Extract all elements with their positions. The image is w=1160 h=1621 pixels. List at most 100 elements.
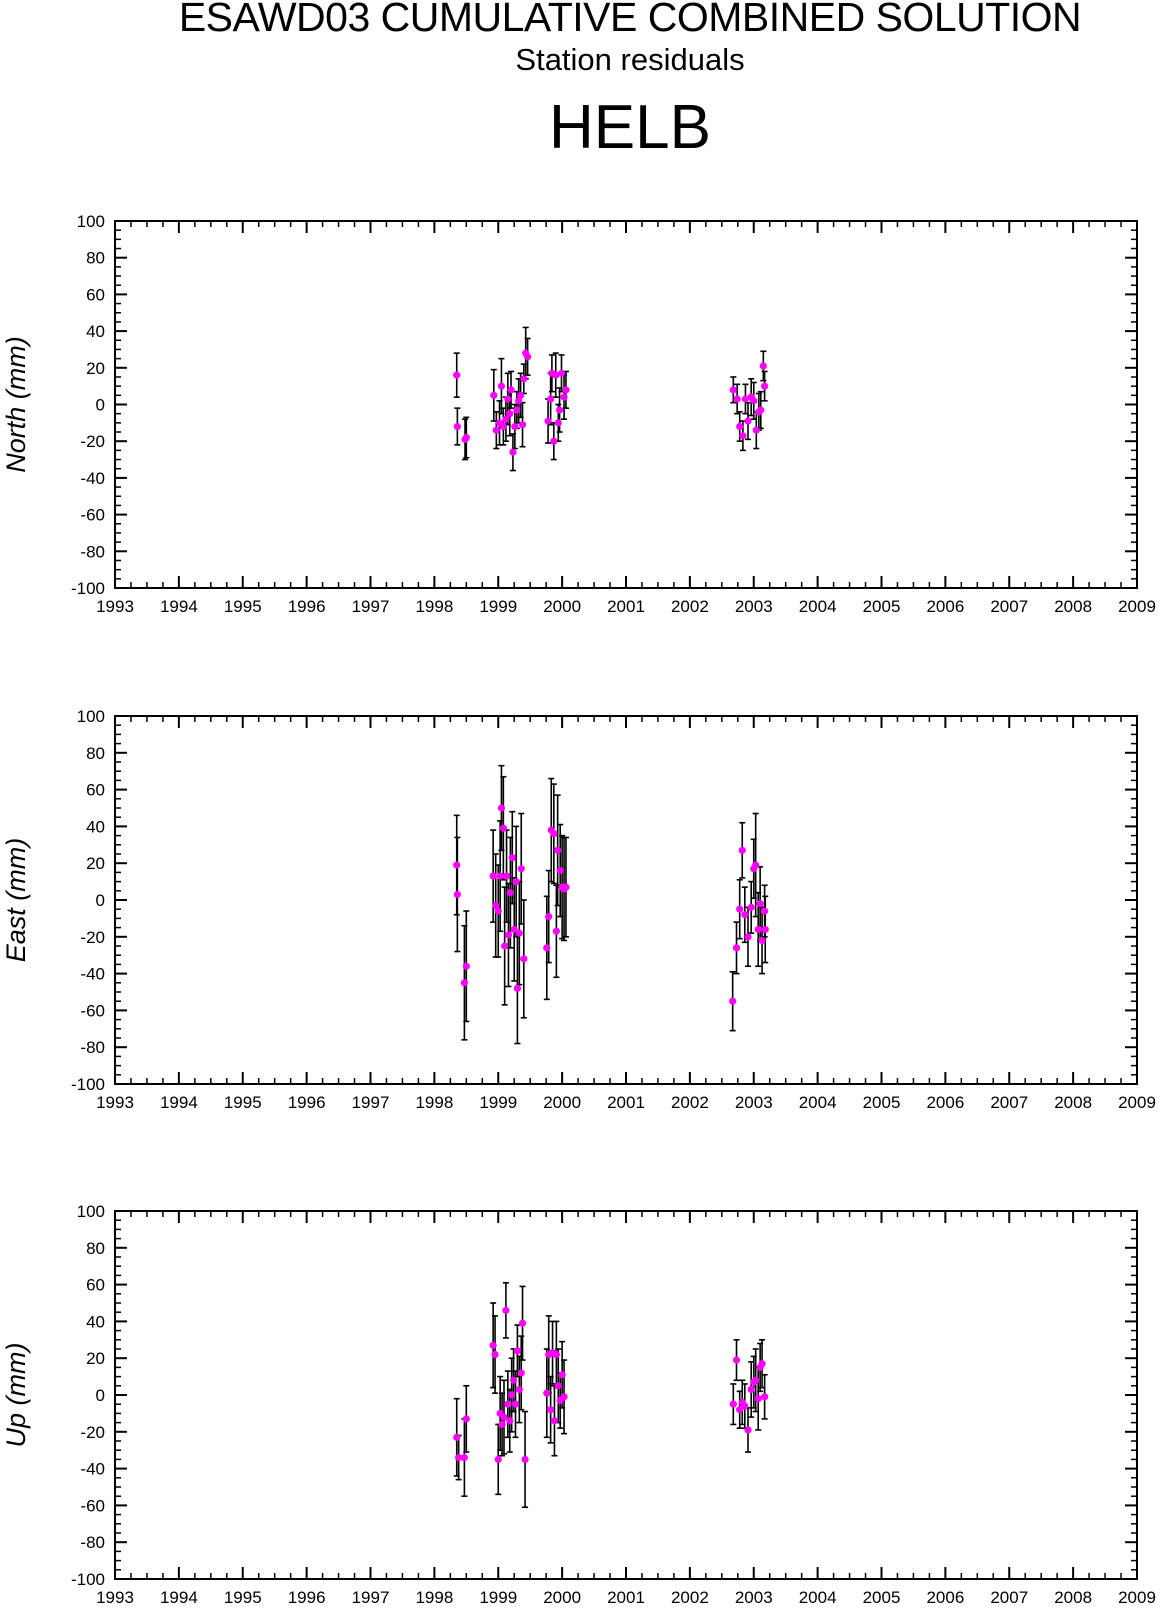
x-tick-label: 1997 <box>352 597 390 616</box>
data-point <box>759 362 767 370</box>
data-point <box>510 925 518 934</box>
x-tick-label: 2009 <box>1118 1093 1156 1112</box>
x-tick-label: 2008 <box>1054 1093 1092 1112</box>
data-point <box>453 422 461 431</box>
x-tick-label: 1995 <box>224 1588 262 1607</box>
y-tick-label: -20 <box>80 432 105 451</box>
data-point <box>739 432 747 440</box>
data-point <box>517 865 525 873</box>
plot-frame <box>114 220 1138 589</box>
data-point <box>543 944 551 952</box>
y-tick-label: -40 <box>80 965 105 984</box>
data-point <box>544 417 552 425</box>
plot-frame <box>114 715 1138 1085</box>
chart-subtitle: Station residuals <box>515 42 745 77</box>
chart-panel-1: 1993 1994 1995 1996 1997 1998 1999 2000 2001 2002… <box>1 212 1156 616</box>
x-tick-label: 2003 <box>735 1588 773 1607</box>
y-tick-label: -100 <box>71 1570 105 1589</box>
data-point <box>741 395 750 403</box>
y-tick-label: -100 <box>71 1075 105 1094</box>
x-tick-label: 1999 <box>479 1588 517 1607</box>
data-point <box>756 900 764 908</box>
data-point <box>513 406 521 414</box>
x-tick-label: 2009 <box>1118 1588 1156 1607</box>
data-point <box>555 406 564 414</box>
x-tick-label: 2005 <box>863 1588 901 1607</box>
data-point <box>513 1347 522 1355</box>
x-tick-label: 1996 <box>288 1093 326 1112</box>
x-tick-label: 2007 <box>990 1588 1028 1607</box>
x-tick-label: 1997 <box>352 1588 390 1607</box>
data-point <box>513 984 522 992</box>
y-axis-label: East (mm) <box>1 838 31 963</box>
x-tick-label: 2001 <box>607 1093 645 1112</box>
data-point <box>515 929 523 937</box>
data-point <box>504 931 513 939</box>
y-tick-label: -20 <box>80 1423 105 1442</box>
data-point <box>557 369 566 377</box>
data-point <box>558 1371 566 1379</box>
data-point <box>747 903 755 911</box>
x-tick-label: 2006 <box>926 597 964 616</box>
x-tick-label: 1999 <box>479 1093 517 1112</box>
x-tick-label: 1996 <box>288 597 326 616</box>
data-point <box>524 353 532 361</box>
y-tick-label: -60 <box>80 1001 105 1020</box>
y-tick-label: 100 <box>77 212 105 231</box>
data-point <box>453 861 461 869</box>
data-point <box>741 911 749 919</box>
y-tick-label: 0 <box>96 1386 105 1405</box>
data-point <box>509 448 517 456</box>
x-tick-label: 2001 <box>607 597 645 616</box>
data-point <box>515 1385 523 1394</box>
data-point <box>506 889 514 897</box>
data-point <box>490 391 498 399</box>
x-tick-label: 2000 <box>543 1588 581 1607</box>
data-point <box>501 942 509 950</box>
data-point <box>752 1376 760 1384</box>
data-point <box>511 1400 520 1408</box>
data-point <box>550 437 558 445</box>
x-tick-label: 1995 <box>224 1093 262 1112</box>
data-point <box>545 912 553 921</box>
data-point <box>552 1350 560 1359</box>
y-tick-label: 0 <box>96 396 105 415</box>
data-point <box>757 406 765 414</box>
x-tick-label: 1995 <box>224 597 262 616</box>
data-point <box>508 1391 516 1399</box>
data-point <box>732 944 741 952</box>
x-tick-label: 2003 <box>735 597 773 616</box>
data-point <box>462 962 470 970</box>
data-point <box>752 426 760 434</box>
data-point <box>500 1413 508 1421</box>
data-point <box>738 846 746 854</box>
data-point <box>736 422 744 431</box>
y-tick-label: 60 <box>86 1276 105 1295</box>
data-point <box>511 422 519 431</box>
x-tick-label: 1998 <box>415 1588 453 1607</box>
x-tick-label: 1994 <box>160 597 198 616</box>
data-point <box>489 1341 497 1349</box>
data-point <box>758 936 766 945</box>
y-tick-label: -60 <box>80 1496 105 1515</box>
x-tick-label: 2003 <box>735 1093 773 1112</box>
data-point <box>552 371 560 379</box>
x-tick-label: 1996 <box>288 1588 326 1607</box>
x-tick-label: 2006 <box>926 1093 964 1112</box>
x-tick-label: 1993 <box>96 597 134 616</box>
data-point <box>497 804 506 812</box>
station-name: HELB <box>549 93 711 162</box>
data-point <box>496 872 504 880</box>
x-tick-label: 2006 <box>926 1588 964 1607</box>
data-point <box>754 925 762 934</box>
data-point <box>552 927 560 935</box>
x-tick-label: 2005 <box>863 597 901 616</box>
y-tick-label: 60 <box>86 285 105 304</box>
data-point <box>491 1350 499 1359</box>
data-point <box>518 421 527 429</box>
data-point <box>736 905 744 913</box>
data-point <box>462 433 470 442</box>
x-tick-label: 1994 <box>160 1588 198 1607</box>
data-point <box>761 382 769 390</box>
